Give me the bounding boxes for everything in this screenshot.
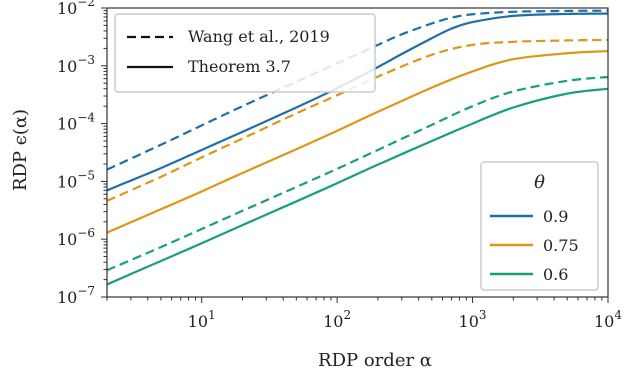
series-line-theta-0_9-theorem	[106, 12, 609, 192]
theta-legend-label: 0.6	[543, 265, 568, 284]
y-tick-label: 10−6	[57, 226, 95, 249]
x-axis-label: RDP order α	[318, 350, 432, 371]
series-line-theta-0_75-theorem	[106, 49, 609, 234]
y-axis-label: RDP ϵ(α)	[10, 109, 31, 191]
x-tick-label: 104	[594, 308, 622, 331]
series-line-theta-0_9-wang	[106, 9, 609, 171]
theta-legend-label: 0.9	[543, 207, 568, 226]
ticks-layer: 101 102 103 104 10−7 10−6 10−5 10−4 10−3 10−2	[57, 0, 622, 331]
y-tick-label: 10−5	[57, 168, 95, 191]
theta-legend-title: θ	[534, 172, 545, 193]
style-legend: Wang et al., 2019 Theorem 3.7	[114, 13, 376, 93]
y-tick-label: 10−2	[57, 0, 95, 18]
y-tick-label: 10−4	[57, 111, 95, 134]
x-tick-label: 103	[459, 308, 487, 331]
y-tick-label: 10−7	[57, 284, 95, 307]
theta-legend: θ 0.9 0.75 0.6	[480, 161, 599, 291]
y-tick-label: 10−3	[57, 53, 95, 76]
series-line-theta-0_6-wang	[106, 75, 609, 272]
x-tick-label: 102	[323, 308, 351, 331]
x-tick-label: 101	[188, 308, 216, 331]
plot-frame	[106, 7, 609, 298]
style-legend-label: Wang et al., 2019	[188, 27, 330, 46]
style-legend-box	[114, 13, 376, 93]
theta-legend-box	[480, 161, 599, 291]
series-line-theta-0_6-theorem	[106, 87, 609, 286]
style-legend-label: Theorem 3.7	[188, 57, 291, 76]
theta-legend-label: 0.75	[543, 236, 579, 255]
